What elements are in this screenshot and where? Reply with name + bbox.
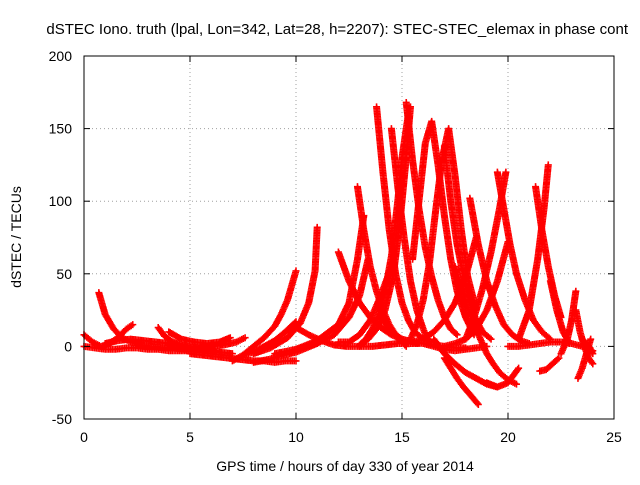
data-point-marker [452, 330, 460, 338]
data-point [453, 331, 461, 339]
x-tick-label: 0 [80, 429, 88, 445]
data-point-marker [588, 358, 596, 366]
y-tick-label: -50 [52, 411, 72, 427]
y-tick-label: 0 [64, 338, 72, 354]
x-axis-label: GPS time / hours of day 330 of year 2014 [216, 458, 474, 474]
y-tick-label: 100 [49, 193, 73, 209]
data-point [555, 354, 563, 362]
data-point [402, 342, 410, 350]
data-point-marker [554, 355, 562, 363]
data-point [502, 168, 510, 176]
data-point [129, 321, 137, 329]
y-tick-label: 50 [56, 266, 72, 282]
x-tick-label: 10 [288, 429, 304, 445]
data-point-marker [514, 366, 522, 373]
data-point [292, 267, 300, 275]
series-43 [504, 338, 597, 355]
plot-frame [83, 55, 615, 420]
series-30 [466, 194, 533, 347]
data-point [241, 334, 249, 342]
series-5 [165, 328, 234, 347]
series-20 [387, 125, 431, 343]
data-point [474, 400, 482, 408]
series-34 [483, 364, 523, 391]
data-marks [80, 98, 597, 408]
data-point [313, 223, 321, 231]
data-point-marker [473, 399, 481, 407]
series-19 [373, 103, 436, 346]
y-tick-label: 200 [49, 48, 73, 64]
data-point [515, 364, 523, 372]
data-point [587, 335, 595, 343]
x-tick-label: 5 [186, 429, 194, 445]
series-35 [515, 161, 552, 343]
series-27 [440, 354, 482, 408]
data-point [512, 380, 520, 388]
data-point-marker [486, 334, 494, 342]
x-tick-label: 25 [606, 429, 622, 445]
series-37 [536, 354, 563, 375]
data-point [226, 334, 234, 342]
chart-title: dSTEC Iono. truth (lpal, Lon=342, Lat=28… [46, 21, 628, 38]
data-point [292, 357, 300, 365]
axis-ticks: 0 5 10 15 20 25 -50 0 50 100 150 200 [49, 48, 622, 445]
data-point [544, 161, 552, 169]
data-point [572, 287, 580, 295]
series-7 [228, 267, 300, 365]
y-axis-label: dSTEC / TECUs [8, 186, 24, 288]
y-tick-label: 150 [49, 121, 73, 137]
data-point [589, 360, 597, 368]
x-tick-label: 20 [500, 429, 516, 445]
x-tick-label: 15 [394, 429, 410, 445]
data-point [589, 347, 597, 355]
data-point [487, 335, 495, 343]
